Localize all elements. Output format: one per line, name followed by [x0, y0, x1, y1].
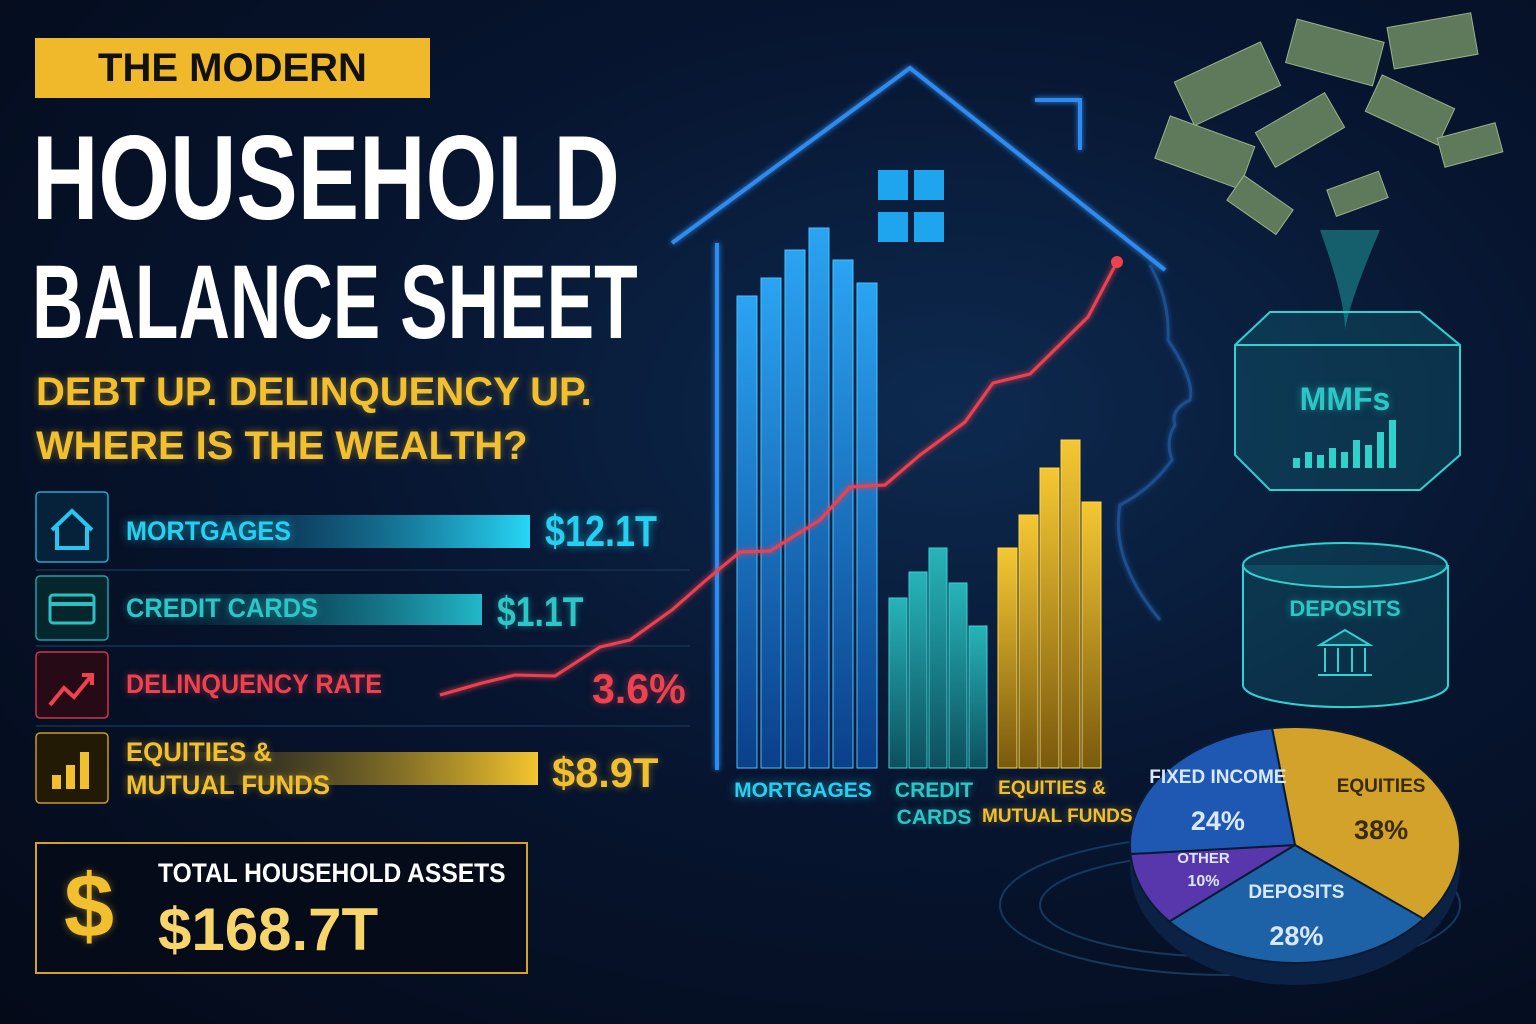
bar-label: CREDIT	[894, 779, 974, 802]
metric-label: EQUITIES &	[126, 737, 273, 767]
vault-label: MMFs	[1299, 381, 1391, 417]
pie-value: 28%	[1269, 920, 1324, 951]
metric-value: 3.6%	[592, 665, 686, 712]
bar-label: MUTUAL FUNDS	[982, 806, 1133, 827]
deco-bar	[808, 227, 830, 769]
metric-label: DELINQUENCY RATE	[126, 669, 383, 699]
deco-bar	[1060, 439, 1081, 769]
deco-bar	[908, 571, 928, 769]
metric-rows	[35, 491, 690, 804]
total-symbol: $	[64, 857, 115, 957]
deco-bar	[760, 277, 782, 769]
vault-bars	[1293, 420, 1396, 468]
flow	[1320, 230, 1380, 330]
title: BALANCE SHEET	[32, 244, 638, 361]
pie-value: 10%	[1187, 872, 1220, 890]
house	[670, 65, 1193, 770]
pie-slice	[1270, 726, 1461, 921]
deco-bar	[784, 249, 806, 769]
metric-label: MORTGAGES	[126, 516, 292, 546]
pie-label: DEPOSITS	[1248, 881, 1345, 903]
deco-bar	[1081, 501, 1102, 769]
pie-value: 24%	[1190, 805, 1245, 836]
pie-slice	[1129, 844, 1296, 923]
vault	[1234, 311, 1461, 709]
pie-label: EQUITIES	[1336, 776, 1426, 798]
deco-bar	[968, 625, 988, 769]
deco-bar	[888, 597, 908, 769]
deco-bar	[997, 547, 1018, 769]
metric-label: MUTUAL FUNDS	[126, 770, 330, 800]
pie-slice	[1129, 727, 1297, 856]
total-value: $168.7T	[158, 896, 379, 963]
money	[1154, 12, 1504, 236]
decorative-bars	[736, 227, 1102, 769]
pie-chart	[1129, 726, 1461, 985]
pie-slice	[1167, 843, 1426, 964]
deco-bar	[928, 547, 948, 769]
kicker: THE MODERN	[98, 46, 367, 90]
bar-label: MORTGAGES	[734, 779, 872, 802]
deco-bar	[832, 259, 854, 769]
deco-bar	[856, 282, 878, 769]
metric-value: $12.1T	[545, 507, 657, 556]
subtitle: DEBT UP. DELINQUENCY UP.	[36, 370, 592, 414]
title: HOUSEHOLD	[32, 111, 620, 245]
total-box	[35, 842, 528, 974]
trend-end	[1111, 256, 1123, 268]
subtitle: WHERE IS THE WEALTH?	[36, 424, 528, 468]
deco-bar	[1039, 467, 1060, 769]
metric-value: $8.9T	[552, 749, 659, 796]
total-label: TOTAL HOUSEHOLD ASSETS	[158, 858, 506, 888]
pie-value: 38%	[1354, 815, 1409, 846]
deco-bar	[736, 295, 758, 769]
bar-label: EQUITIES &	[998, 778, 1106, 799]
deco-bar	[1018, 514, 1039, 769]
kicker-box	[35, 38, 430, 98]
vault-label: DEPOSITS	[1289, 596, 1401, 621]
pie-label: OTHER	[1177, 849, 1230, 867]
metric-label: CREDIT CARDS	[126, 593, 319, 623]
deco-bar	[948, 582, 968, 769]
bar-label: CARDS	[896, 806, 972, 829]
pie-label: FIXED INCOME	[1149, 766, 1287, 788]
metric-value: $1.1T	[497, 588, 584, 635]
trend-line	[439, 261, 1119, 697]
house-window	[878, 170, 944, 242]
